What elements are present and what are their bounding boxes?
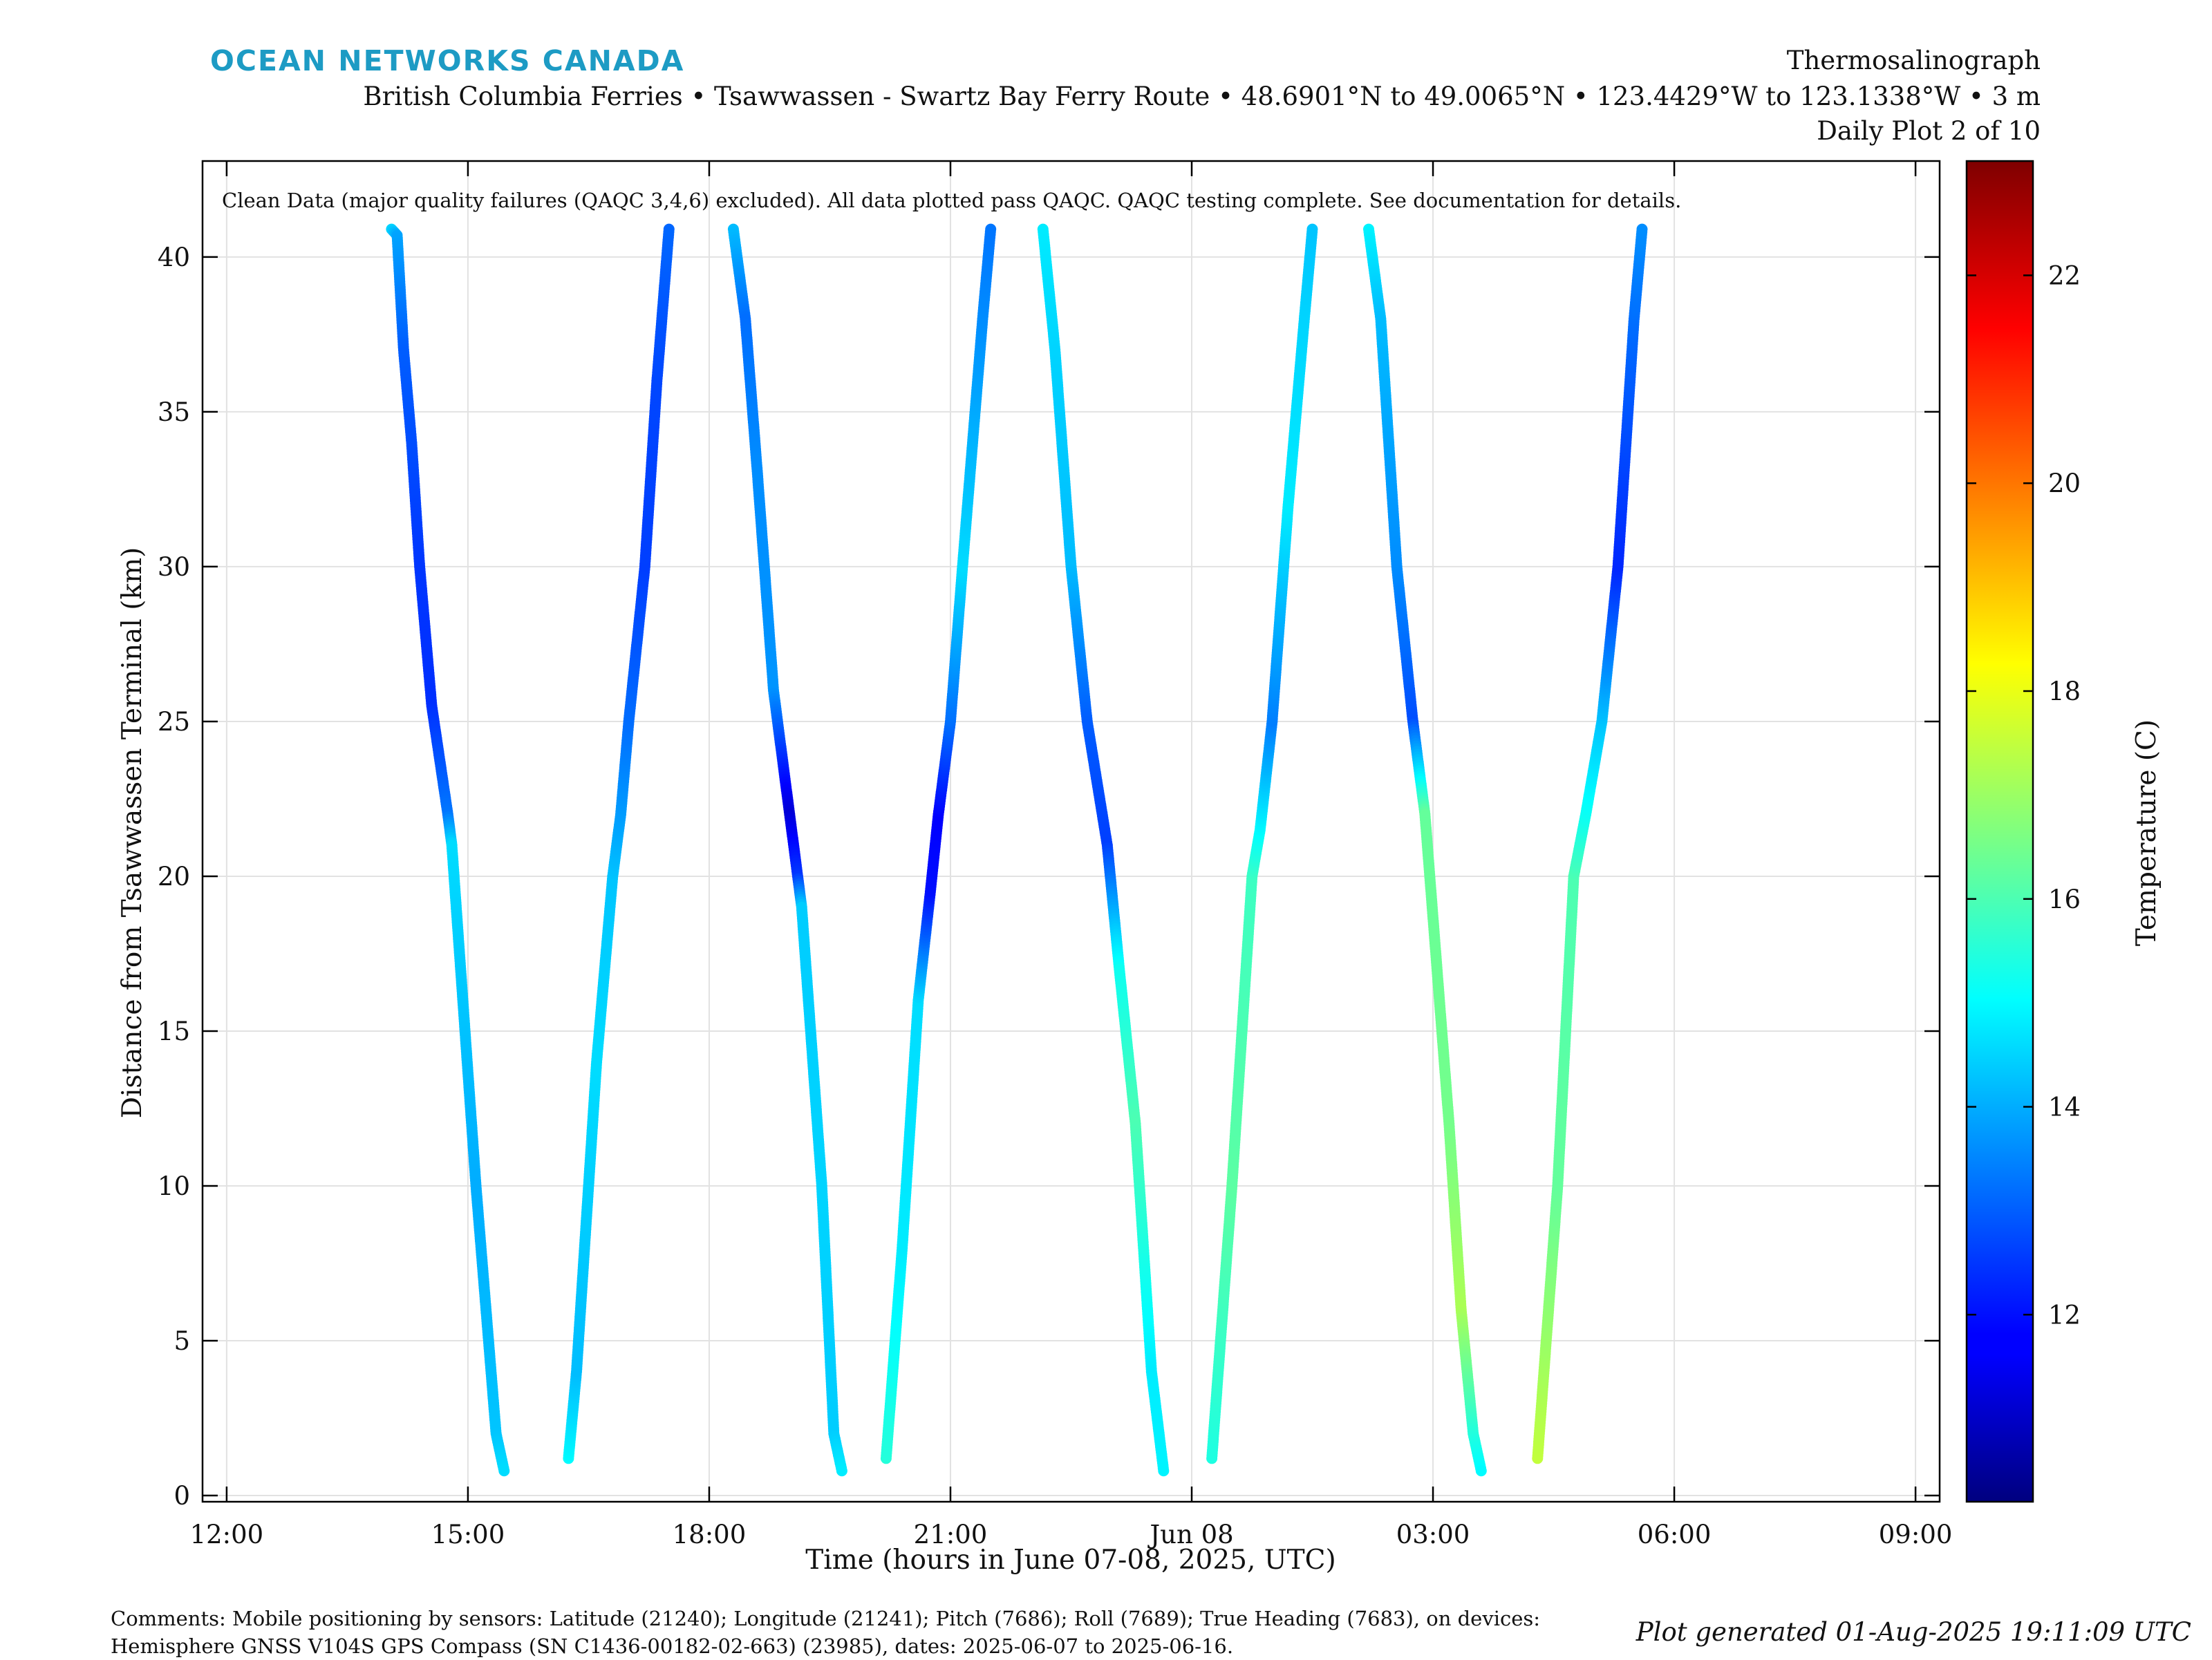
y-tick-label: 15 [158, 1017, 190, 1046]
y-tick-label: 25 [158, 707, 190, 737]
y-tick-label: 40 [158, 243, 190, 272]
data-point [1636, 223, 1648, 235]
instrument-title: Thermosalinograph [1786, 46, 2041, 75]
data-point [836, 1465, 847, 1477]
x-tick-label: Jun 08 [1147, 1520, 1233, 1549]
data-points [386, 223, 1648, 1477]
colorbar-tick-label: 12 [2048, 1300, 2081, 1330]
qaqc-note: Clean Data (major quality failures (QAQC… [222, 189, 1681, 212]
y-tick-label: 10 [158, 1171, 190, 1201]
x-tick-label: 18:00 [673, 1520, 747, 1549]
data-point [498, 1465, 510, 1477]
ferry-crossing-3 [727, 223, 847, 1477]
brand-logo-text: OCEAN NETWORKS CANADA [210, 44, 685, 77]
data-point [1158, 1465, 1170, 1477]
ferry-crossing-6 [1206, 223, 1318, 1464]
y-tick-label: 5 [174, 1326, 190, 1356]
colorbar-tick-label: 14 [2048, 1093, 2081, 1122]
axis-ticks: 12:00 15:00 18:00 21:00 Jun 08 03:00 06:00 09:0… [158, 161, 1953, 1549]
data-point [985, 223, 997, 235]
colorbar [1965, 160, 2034, 1503]
plot-counter: Daily Plot 2 of 10 [1817, 116, 2041, 146]
y-axis-label: Distance from Tsawwassen Terminal (km) [117, 547, 148, 1119]
ferry-crossing-7 [1363, 223, 1487, 1477]
generated-timestamp: Plot generated 01-Aug-2025 19:11:09 UTC [1635, 1617, 2191, 1647]
comments-line-2: Hemisphere GNSS V104S GPS Compass (SN C1… [111, 1634, 1234, 1658]
colorbar-tick-label: 16 [2048, 885, 2081, 914]
plot-frame [201, 160, 1941, 1503]
y-tick-label: 30 [158, 552, 190, 582]
ferry-crossing-8 [1532, 223, 1648, 1464]
data-point [1306, 223, 1318, 235]
x-axis-label: Time (hours in June 07-08, 2025, UTC) [805, 1545, 1335, 1576]
x-tick-label: 09:00 [1879, 1520, 1953, 1549]
y-tick-label: 0 [174, 1481, 190, 1511]
data-point [1475, 1465, 1487, 1477]
colorbar-tick-label: 22 [2048, 261, 2081, 290]
comments: Comments: Mobile positioning by sensors:… [111, 1605, 1540, 1660]
x-tick-label: 12:00 [190, 1520, 264, 1549]
colorbar-tick-label: 20 [2048, 469, 2081, 498]
colorbar-label: Temperature (C) [2131, 719, 2162, 946]
ferry-crossing-4 [880, 223, 997, 1464]
grid-lines [203, 161, 1940, 1502]
x-tick-label: 03:00 [1396, 1520, 1470, 1549]
ferry-crossing-2 [563, 223, 675, 1464]
colorbar-tick-label: 18 [2048, 677, 2081, 706]
x-tick-label: 21:00 [914, 1520, 988, 1549]
y-tick-label: 20 [158, 862, 190, 892]
comments-line-1: Comments: Mobile positioning by sensors:… [111, 1607, 1541, 1630]
colorbar-ticks: 12 14 16 18 20 22 [1967, 261, 2081, 1330]
ferry-crossing-5 [1037, 223, 1170, 1477]
data-point [663, 223, 675, 235]
x-tick-label: 06:00 [1638, 1520, 1712, 1549]
x-tick-label: 15:00 [431, 1520, 505, 1549]
y-tick-label: 35 [158, 397, 190, 427]
ferry-crossing-1 [386, 223, 510, 1477]
route-subtitle: British Columbia Ferries • Tsawwassen - … [363, 82, 2041, 111]
